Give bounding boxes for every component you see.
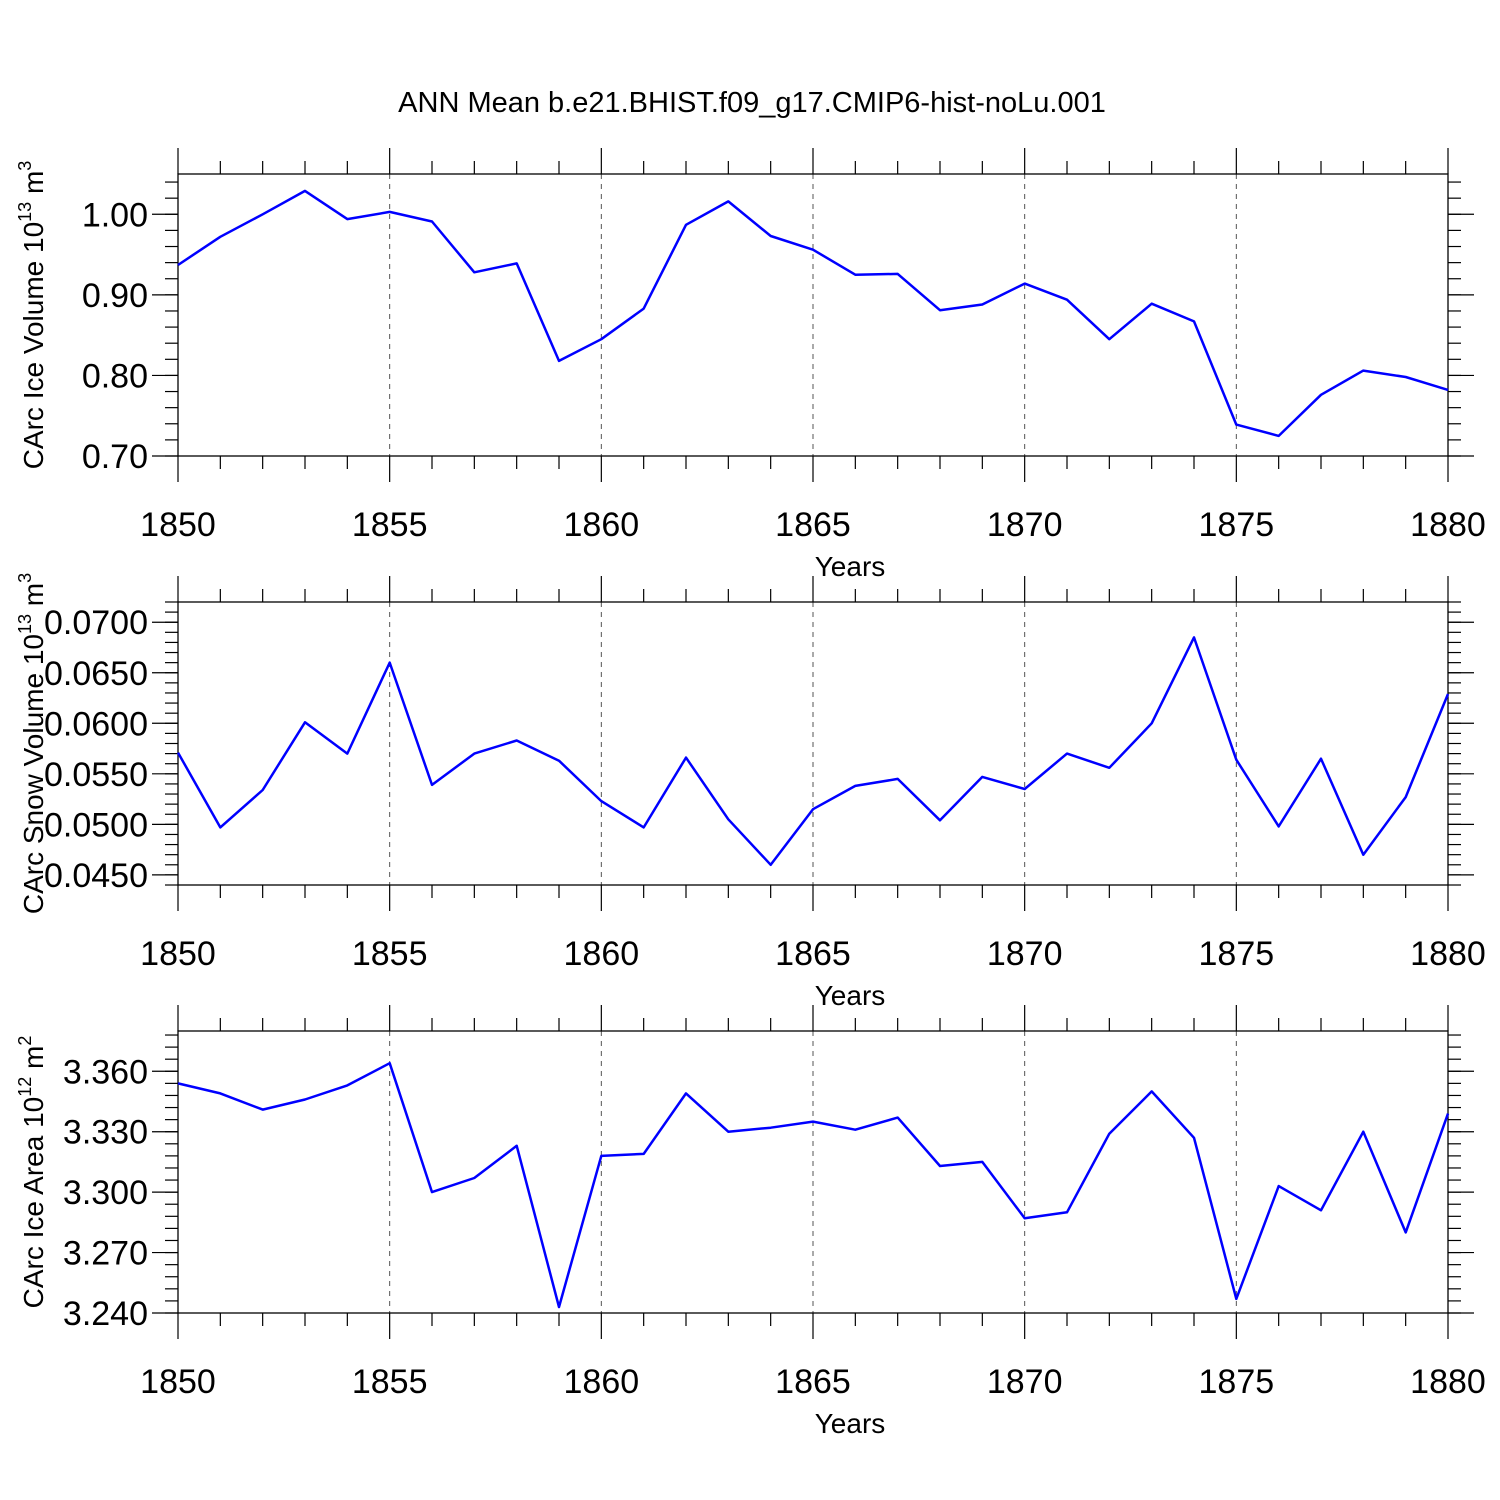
y-tick-label-0: 0.70 [82, 438, 148, 476]
panel-ice-area: 1850 1855 1860 1865 1870 1875 1880 Years 3.240 3.… [15, 1005, 1486, 1439]
y-tick-label-4: 0.0650 [44, 655, 148, 693]
x-tick-label-1865: 1865 [775, 1363, 851, 1401]
y-axis-label-unit: m [18, 583, 49, 614]
y-tick-label-5: 0.0700 [44, 604, 148, 642]
x-tick-label-1860: 1860 [564, 506, 640, 544]
x-tick-label-1875: 1875 [1199, 935, 1275, 973]
y-tick-label-2: 0.0550 [44, 756, 148, 794]
y-tick-label-3: 0.0600 [44, 705, 148, 743]
y-axis-label-unit: m [18, 171, 49, 202]
y-tick-label-0: 3.240 [63, 1295, 148, 1333]
panel-ice-volume: 1850 1855 1860 1865 1870 1875 1880 Years 0.70 0.8… [15, 148, 1486, 582]
x-tick-label-1880: 1880 [1410, 1363, 1486, 1401]
y-axis-label-base: CArc Ice Volume 10 [18, 222, 49, 469]
y-axis-label-ice-volume: CArc Ice Volume 1013 m3 [15, 161, 49, 470]
y-axis-label-ice-area: CArc Ice Area 1012 m2 [15, 1036, 49, 1309]
x-tick-label-1850: 1850 [140, 506, 216, 544]
y-tick-label-1: 0.80 [82, 357, 148, 395]
y-axis-label-exp: 12 [15, 1077, 35, 1097]
y-tick-label-4: 3.360 [63, 1053, 148, 1091]
x-tick-label-1870: 1870 [987, 935, 1063, 973]
x-axis-label-ice-volume: Years [815, 551, 886, 582]
x-tick-label-1850: 1850 [140, 935, 216, 973]
x-tick-label-1865: 1865 [775, 935, 851, 973]
x-tick-label-1870: 1870 [987, 506, 1063, 544]
x-tick-label-1855: 1855 [352, 1363, 428, 1401]
x-tick-label-1875: 1875 [1199, 506, 1275, 544]
x-tick-label-1870: 1870 [987, 1363, 1063, 1401]
x-tick-label-1865: 1865 [775, 506, 851, 544]
x-axis-label-ice-area: Years [815, 1408, 886, 1439]
series-line-ice-volume [177, 189, 1449, 438]
x-tick-label-1880: 1880 [1410, 935, 1486, 973]
y-tick-label-1: 3.270 [63, 1235, 148, 1273]
series-line-snow-volume [176, 636, 1450, 867]
y-axis-label-unit-exp: 2 [15, 1036, 35, 1046]
x-axis-label-snow-volume: Years [815, 980, 886, 1011]
y-tick-label-0: 0.0450 [44, 857, 148, 895]
y-axis-label-unit: m [18, 1046, 49, 1077]
x-tick-label-1860: 1860 [564, 1363, 640, 1401]
panel-snow-volume: 1850 1855 1860 1865 1870 1875 1880 Years 0.0450 0… [15, 573, 1486, 1011]
y-axis-label-unit-exp: 3 [15, 573, 35, 583]
y-tick-label-3: 1.00 [82, 196, 148, 234]
y-tick-label-3: 3.330 [63, 1114, 148, 1152]
series-line-ice-area [177, 1061, 1450, 1309]
x-tick-label-1880: 1880 [1410, 506, 1486, 544]
y-axis-label-snow-volume: CArc Snow Volume 1013 m3 [15, 573, 49, 914]
y-axis-label-exp: 13 [15, 202, 35, 222]
y-tick-label-2: 0.90 [82, 277, 148, 315]
y-tick-label-2: 3.300 [63, 1174, 148, 1212]
x-tick-label-1855: 1855 [352, 506, 428, 544]
chart-title: ANN Mean b.e21.BHIST.f09_g17.CMIP6-hist-… [398, 87, 1106, 119]
x-tick-label-1855: 1855 [352, 935, 428, 973]
y-axis-label-base: CArc Ice Area 10 [18, 1097, 49, 1309]
x-tick-label-1860: 1860 [564, 935, 640, 973]
x-tick-label-1850: 1850 [140, 1363, 216, 1401]
y-axis-label-exp: 13 [15, 614, 35, 634]
y-axis-label-base: CArc Snow Volume 10 [18, 634, 49, 914]
y-tick-label-1: 0.0500 [44, 806, 148, 844]
y-axis-label-unit-exp: 3 [15, 161, 35, 171]
x-tick-label-1875: 1875 [1199, 1363, 1275, 1401]
